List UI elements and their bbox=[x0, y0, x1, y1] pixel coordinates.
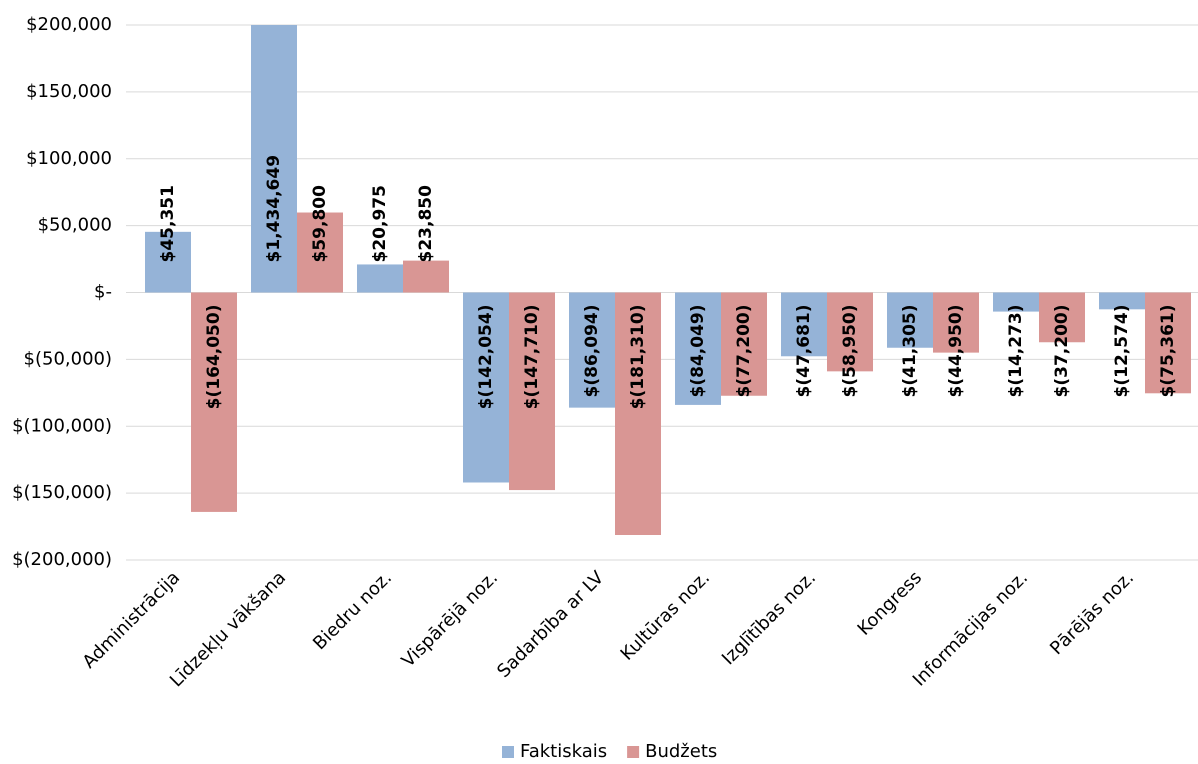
legend-label: Budžets bbox=[645, 741, 717, 762]
data-label: $(181,310) bbox=[628, 305, 648, 410]
y-tick-label: $150,000 bbox=[26, 81, 112, 102]
bar bbox=[463, 292, 509, 483]
bar bbox=[1145, 292, 1191, 394]
data-label: $(14,273) bbox=[1006, 305, 1026, 398]
bar bbox=[1099, 292, 1145, 310]
y-tick-label: $(150,000) bbox=[12, 482, 112, 503]
data-label: $(164,050) bbox=[204, 305, 224, 410]
data-label: $(47,681) bbox=[794, 305, 814, 398]
y-tick-label: $100,000 bbox=[26, 148, 112, 169]
bar bbox=[887, 292, 933, 348]
y-tick-label: $200,000 bbox=[26, 14, 112, 35]
bar bbox=[1039, 292, 1085, 343]
bar bbox=[993, 292, 1039, 312]
y-tick-label: $- bbox=[94, 282, 112, 303]
data-label: $(142,054) bbox=[476, 305, 496, 410]
bar bbox=[509, 292, 555, 491]
data-label: $(84,049) bbox=[688, 305, 708, 398]
x-tick-label: Sadarbība ar LV bbox=[493, 567, 608, 682]
data-label: $(58,950) bbox=[840, 305, 860, 398]
legend-swatch bbox=[502, 746, 514, 758]
bar bbox=[615, 292, 661, 536]
data-label: $(44,950) bbox=[946, 305, 966, 398]
bar bbox=[781, 292, 827, 357]
y-tick-label: $(100,000) bbox=[12, 415, 112, 436]
x-tick-label: Kultūras noz. bbox=[617, 567, 715, 665]
bar bbox=[569, 292, 615, 408]
bar bbox=[827, 292, 873, 372]
data-label: $20,975 bbox=[370, 185, 390, 262]
bar bbox=[933, 292, 979, 353]
data-label: $(77,200) bbox=[734, 305, 754, 398]
bar bbox=[297, 212, 343, 293]
x-tick-label: Līdzekļu vākšana bbox=[166, 567, 290, 691]
x-tick-label: Pārējās noz. bbox=[1046, 567, 1138, 659]
y-tick-label: $50,000 bbox=[38, 215, 112, 236]
bar bbox=[357, 264, 403, 293]
data-label: $(147,710) bbox=[522, 305, 542, 410]
legend-swatch bbox=[627, 746, 640, 758]
data-label: $(37,200) bbox=[1052, 305, 1072, 398]
data-label: $(75,361) bbox=[1158, 305, 1178, 398]
bar bbox=[191, 292, 237, 512]
data-label: $1,434,649 bbox=[264, 155, 284, 263]
data-label: $45,351 bbox=[158, 185, 178, 262]
bar bbox=[721, 292, 767, 396]
bars bbox=[145, 25, 1191, 536]
data-label: $59,800 bbox=[310, 185, 330, 263]
data-label: $(12,574) bbox=[1112, 305, 1132, 398]
data-label: $(86,094) bbox=[582, 305, 602, 398]
bar bbox=[403, 260, 449, 293]
x-tick-label: Informācijas noz. bbox=[909, 567, 1032, 690]
x-tick-label: Biedru noz. bbox=[309, 567, 396, 654]
labels: $200,000 $150,000 $100,000 $50,000 $- $(50,00… bbox=[12, 14, 1178, 762]
y-tick-label: $(200,000) bbox=[12, 549, 112, 570]
bar bbox=[251, 25, 297, 293]
x-tick-label: Kongress bbox=[854, 567, 927, 640]
bar bbox=[675, 292, 721, 405]
data-label: $23,850 bbox=[416, 185, 436, 263]
x-tick-label: Izglītības noz. bbox=[718, 567, 820, 669]
y-tick-label: $(50,000) bbox=[24, 348, 112, 369]
data-label: $(41,305) bbox=[900, 305, 920, 398]
legend-label: Faktiskais bbox=[520, 741, 607, 762]
x-tick-label: Vispārējā noz. bbox=[398, 567, 502, 671]
x-tick-label: Administrācija bbox=[79, 567, 184, 672]
bar bbox=[145, 231, 191, 293]
